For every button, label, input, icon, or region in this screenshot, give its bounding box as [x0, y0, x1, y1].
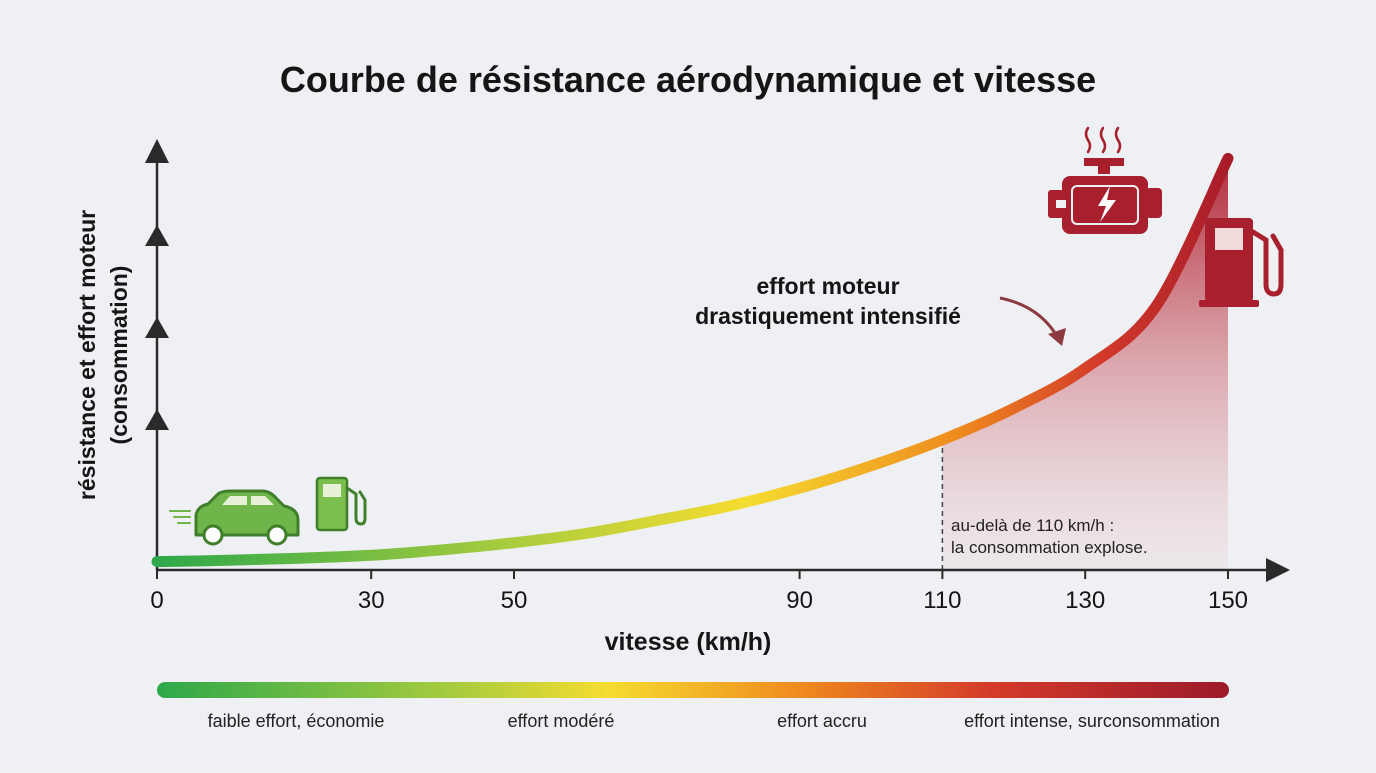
y-axis	[145, 139, 169, 570]
legend-label-high: effort accru	[777, 711, 867, 731]
legend-label-intense: effort intense, surconsommation	[964, 711, 1220, 731]
fuel-pump-red-icon	[1199, 218, 1284, 307]
y-axis-arrow-2	[145, 317, 169, 338]
effort-annotation-arrow	[999, 296, 1066, 346]
chart-title: Courbe de résistance aérodynamique et vi…	[280, 59, 1096, 100]
engine-icon	[1048, 158, 1162, 234]
y-axis-arrow-4	[145, 139, 169, 163]
y-axis-arrow-3	[145, 225, 169, 246]
x-axis-label: vitesse (km/h)	[605, 628, 772, 656]
lightning-icon	[1098, 186, 1116, 222]
x-ticks: 0 30 50 90 110 130 150	[150, 570, 1248, 614]
x-axis-arrow	[1266, 558, 1290, 582]
effort-annotation-line2: drastiquement intensifié	[695, 303, 961, 329]
legend-label-moderate: effort modéré	[508, 711, 615, 731]
threshold-annotation-line2: la consommation explose.	[951, 538, 1148, 557]
fuel-pump-green-icon	[315, 476, 367, 532]
x-tick-label-0: 0	[150, 587, 163, 614]
x-tick-label-150: 150	[1208, 587, 1248, 614]
resistance-curve	[151, 152, 1234, 568]
x-tick-label-90: 90	[786, 587, 813, 614]
y-axis-label-line2: (consommation)	[106, 266, 132, 445]
y-axis-arrow-1	[145, 409, 169, 430]
effort-annotation-line1: effort moteur	[756, 273, 899, 299]
car-icon	[194, 489, 300, 546]
y-axis-label-line1: résistance et effort moteur	[74, 210, 100, 500]
speed-lines-icon	[169, 510, 191, 524]
heat-waves-icon	[1084, 126, 1122, 154]
threshold-annotation-line1: au-delà de 110 km/h :	[951, 516, 1114, 535]
x-tick-label-30: 30	[358, 587, 385, 614]
x-tick-label-110: 110	[923, 587, 961, 614]
x-tick-label-130: 130	[1065, 587, 1105, 614]
x-axis	[157, 558, 1290, 582]
x-tick-label-50: 50	[501, 587, 528, 614]
overconsumption-area	[942, 158, 1228, 570]
legend-label-low: faible effort, économie	[208, 711, 385, 731]
legend-gradient-bar	[157, 682, 1229, 698]
